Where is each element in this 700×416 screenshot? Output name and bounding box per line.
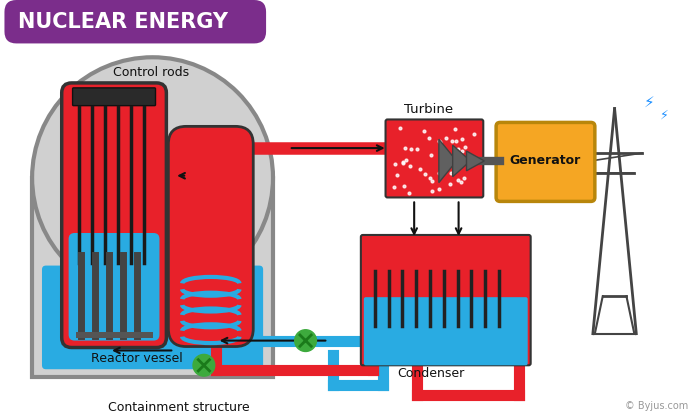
FancyBboxPatch shape bbox=[4, 0, 266, 43]
Text: Control rods: Control rods bbox=[113, 66, 188, 79]
FancyBboxPatch shape bbox=[386, 119, 483, 198]
FancyBboxPatch shape bbox=[42, 265, 263, 369]
FancyBboxPatch shape bbox=[168, 126, 253, 347]
Text: Turbine: Turbine bbox=[405, 104, 454, 116]
Text: Condenser: Condenser bbox=[398, 367, 465, 380]
FancyBboxPatch shape bbox=[76, 332, 153, 338]
Text: NUCLEAR ENERGY: NUCLEAR ENERGY bbox=[18, 12, 228, 32]
Polygon shape bbox=[439, 139, 456, 183]
Text: Containment structure: Containment structure bbox=[108, 401, 250, 414]
FancyBboxPatch shape bbox=[361, 235, 531, 365]
Circle shape bbox=[193, 354, 215, 376]
FancyBboxPatch shape bbox=[32, 178, 273, 377]
Text: ⚡: ⚡ bbox=[644, 94, 655, 110]
Ellipse shape bbox=[32, 57, 273, 298]
Text: Generator: Generator bbox=[510, 154, 581, 167]
FancyBboxPatch shape bbox=[364, 297, 528, 365]
Text: © Byjus.com: © Byjus.com bbox=[625, 401, 689, 411]
Polygon shape bbox=[466, 151, 484, 171]
Circle shape bbox=[295, 330, 316, 352]
Text: ⚡: ⚡ bbox=[660, 109, 668, 121]
FancyBboxPatch shape bbox=[69, 233, 160, 341]
FancyBboxPatch shape bbox=[62, 83, 167, 347]
FancyBboxPatch shape bbox=[496, 122, 595, 201]
FancyBboxPatch shape bbox=[73, 88, 155, 106]
Polygon shape bbox=[453, 145, 470, 177]
Text: Reactor vessel: Reactor vessel bbox=[91, 352, 183, 365]
